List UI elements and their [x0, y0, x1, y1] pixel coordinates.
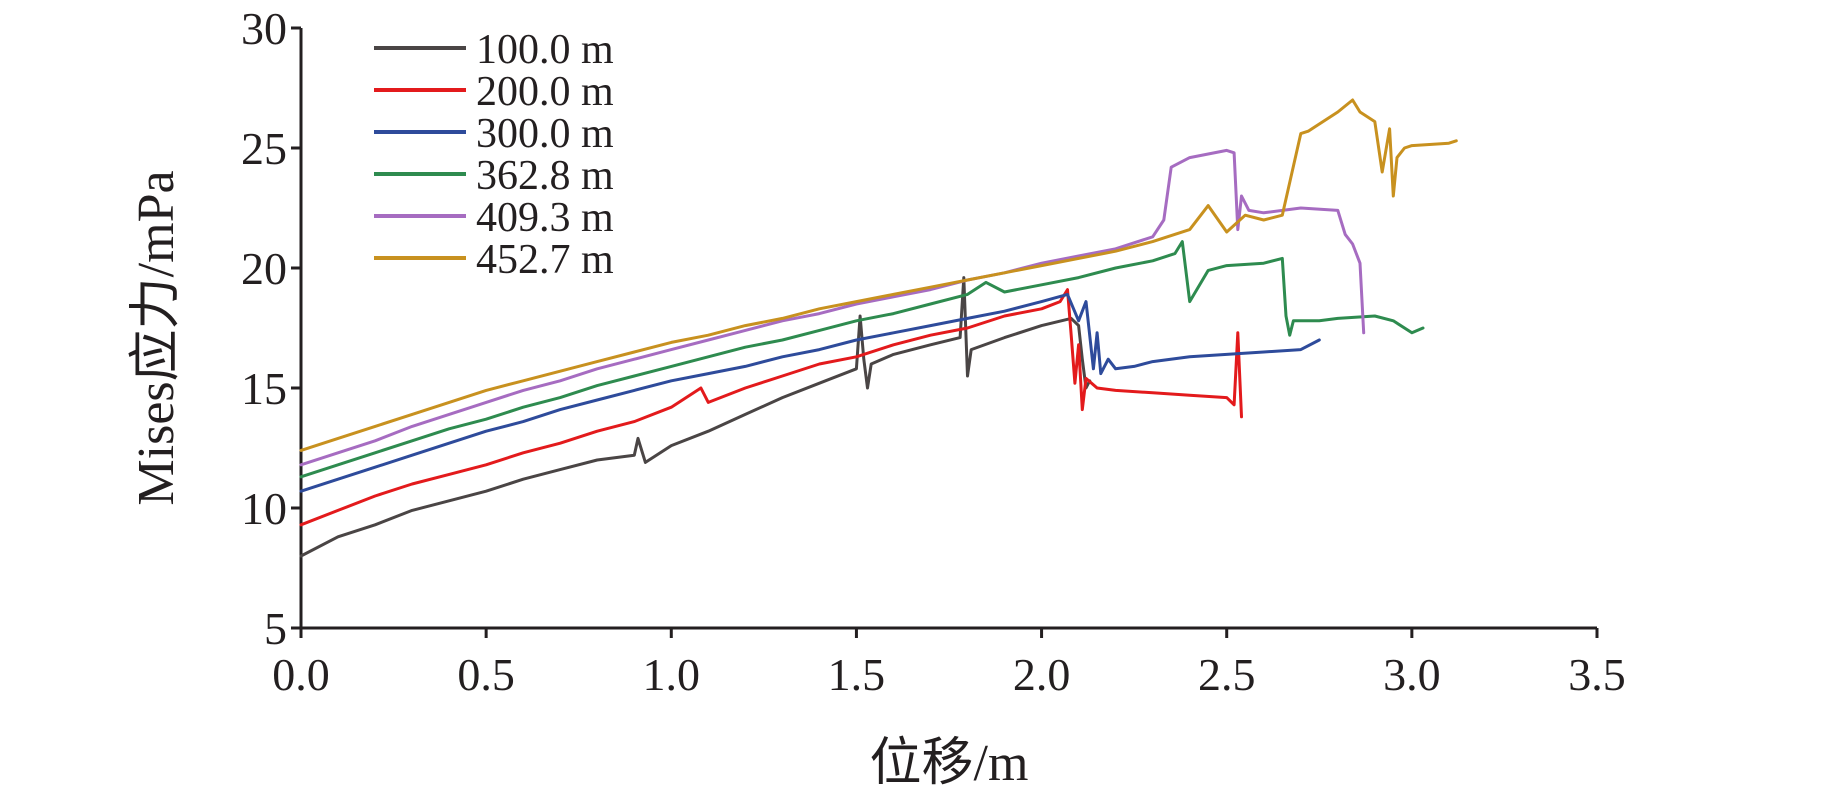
x-tick-label: 0.0	[272, 649, 330, 700]
legend-label: 100.0 m	[476, 27, 614, 73]
x-tick-label: 1.5	[828, 649, 886, 700]
legend-label: 452.7 m	[476, 237, 614, 283]
series-line-362-8-m	[299, 240, 1425, 479]
legend-label: 300.0 m	[476, 111, 614, 157]
series-lines	[299, 98, 1458, 558]
y-tick-label: 10	[241, 483, 287, 534]
x-tick-label: 0.5	[457, 649, 515, 700]
legend-label: 409.3 m	[476, 195, 614, 241]
x-tick-label: 2.5	[1198, 649, 1256, 700]
legend-label: 200.0 m	[476, 69, 614, 115]
legend-label: 362.8 m	[476, 153, 614, 199]
x-tick-label: 2.0	[1013, 649, 1071, 700]
y-ticks: 5 10 15 20 25 30	[241, 3, 301, 654]
y-tick-label: 25	[241, 123, 287, 174]
series-line-200-0-m	[299, 288, 1243, 527]
y-tick-label: 20	[241, 243, 287, 294]
x-ticks: 0.0 0.5 1.0 1.5 2.0 2.5 3.0 3.5	[272, 628, 1626, 700]
series-line-100-0-m	[299, 276, 1092, 558]
axes	[299, 28, 1597, 630]
y-tick-label: 15	[241, 363, 287, 414]
x-tick-label: 1.0	[643, 649, 701, 700]
x-axis-title: 位移/m	[870, 735, 1029, 792]
x-tick-label: 3.0	[1383, 649, 1441, 700]
y-axis-title: Mises应力/mPa	[128, 170, 185, 505]
series-line-452-7-m	[299, 98, 1458, 452]
y-tick-label: 30	[241, 3, 287, 54]
y-tick-label: 5	[264, 603, 287, 654]
x-tick-label: 3.5	[1568, 649, 1626, 700]
series-line-300-0-m	[299, 292, 1321, 493]
